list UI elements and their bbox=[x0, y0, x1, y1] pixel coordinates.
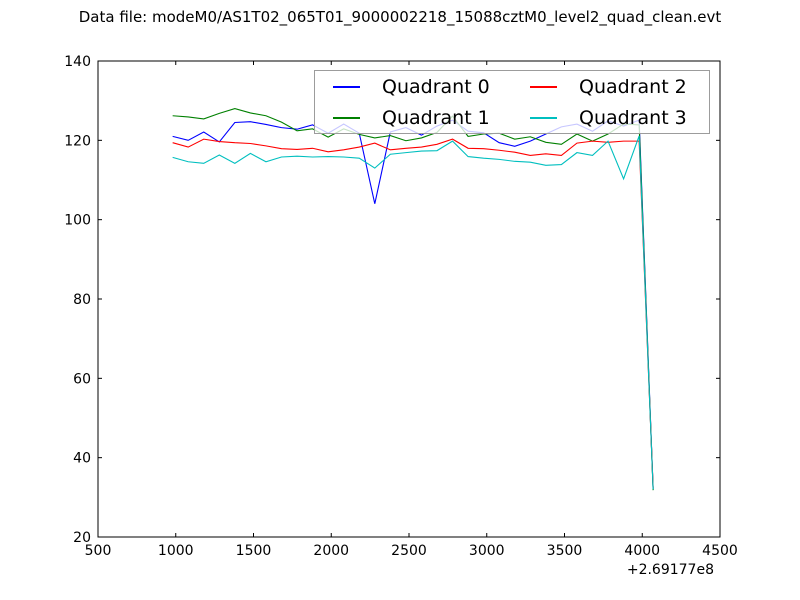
legend-line-sample-quadrant-1 bbox=[333, 116, 360, 119]
legend-line-sample-quadrant-0 bbox=[333, 85, 360, 88]
x-tick-label: 2000 bbox=[313, 543, 349, 559]
y-tick-label: 60 bbox=[73, 371, 91, 387]
x-tick-label: 500 bbox=[85, 543, 112, 559]
x-tick-label: 1500 bbox=[236, 543, 272, 559]
legend-item-quadrant-3: Quadrant 3 bbox=[512, 107, 709, 129]
series-line-quadrant-1 bbox=[172, 108, 654, 491]
y-tick-label: 20 bbox=[73, 530, 91, 546]
legend-item-quadrant-2: Quadrant 2 bbox=[512, 76, 709, 98]
x-tick-label: 1000 bbox=[158, 543, 194, 559]
y-tick-label: 40 bbox=[73, 451, 91, 467]
legend-line-sample-quadrant-3 bbox=[530, 116, 557, 119]
x-tick-label: 4000 bbox=[624, 543, 660, 559]
y-tick-label: 100 bbox=[64, 213, 91, 229]
series-line-quadrant-2 bbox=[172, 138, 654, 488]
x-tick-label: 3000 bbox=[469, 543, 505, 559]
plot-title: Data file: modeM0/AS1T02_065T01_90000022… bbox=[78, 8, 722, 26]
legend-line-sample-quadrant-2 bbox=[530, 85, 557, 88]
legend-box: Quadrant 0 Quadrant 1 Quadrant 2 Quadran… bbox=[314, 70, 710, 134]
y-tick-label: 120 bbox=[64, 133, 91, 149]
legend-label: Quadrant 0 bbox=[382, 75, 490, 98]
y-tick-label: 140 bbox=[64, 54, 91, 70]
y-tick-label: 80 bbox=[73, 292, 91, 308]
x-tick-label: 4500 bbox=[702, 543, 738, 559]
legend-label: Quadrant 1 bbox=[382, 106, 490, 129]
legend-label: Quadrant 2 bbox=[579, 75, 687, 98]
x-tick-label: 3500 bbox=[547, 543, 583, 559]
x-tick-label: 2500 bbox=[391, 543, 427, 559]
series-line-quadrant-0 bbox=[172, 119, 654, 490]
legend-item-quadrant-1: Quadrant 1 bbox=[315, 107, 512, 129]
legend-label: Quadrant 3 bbox=[579, 106, 687, 129]
series-line-quadrant-3 bbox=[172, 135, 654, 490]
x-axis-offset-label: +2.69177e8 bbox=[627, 562, 714, 578]
legend-item-quadrant-0: Quadrant 0 bbox=[315, 76, 512, 98]
